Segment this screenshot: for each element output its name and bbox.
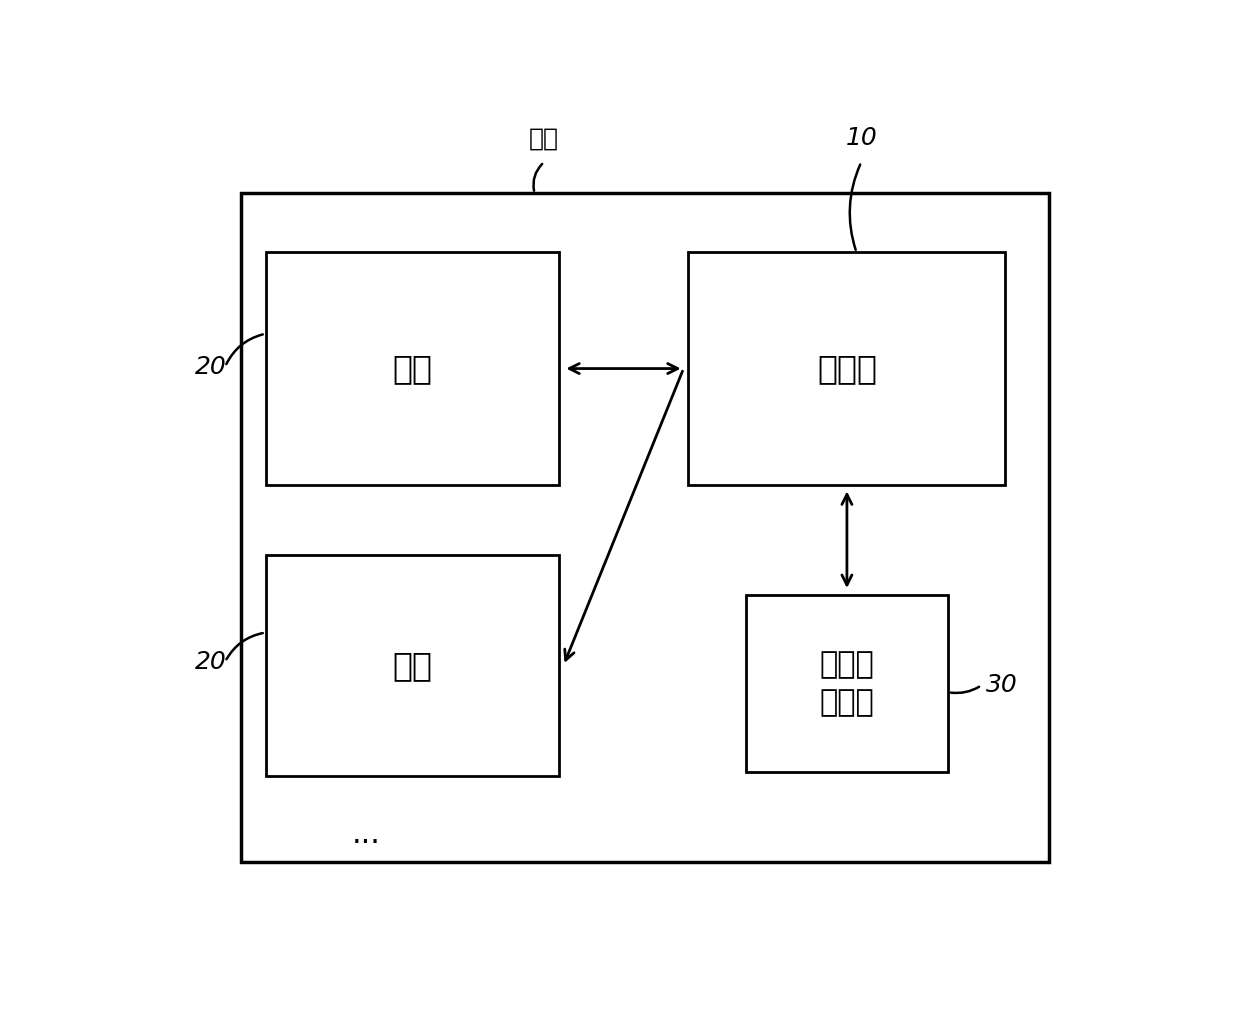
Bar	[265, 252, 558, 484]
Text: 10: 10	[846, 126, 877, 150]
Bar	[688, 252, 1006, 484]
Text: 风扇: 风扇	[392, 352, 432, 385]
Bar	[242, 193, 1049, 863]
Text: 风扇: 风扇	[392, 649, 432, 682]
Bar	[746, 595, 947, 772]
Text: 30: 30	[986, 673, 1018, 697]
Text: 20: 20	[195, 355, 227, 378]
Bar	[265, 555, 558, 776]
Text: 操作输
入模块: 操作输 入模块	[820, 650, 874, 717]
Text: ...: ...	[352, 821, 381, 849]
Text: 房间: 房间	[529, 126, 559, 150]
Text: 空调器: 空调器	[817, 352, 877, 385]
Text: 20: 20	[195, 650, 227, 673]
